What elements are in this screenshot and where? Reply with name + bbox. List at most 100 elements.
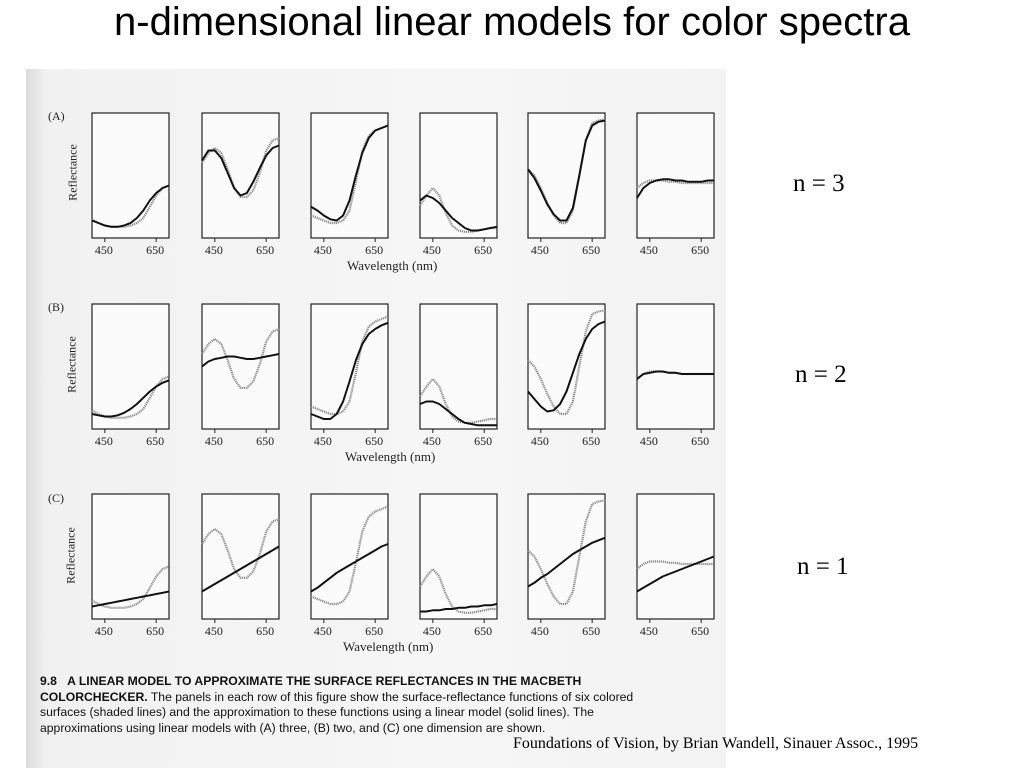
x-tick-label: 650 xyxy=(582,434,601,448)
figure-panels xyxy=(91,112,715,623)
linear-model-line xyxy=(91,590,170,608)
linear-model-line xyxy=(636,555,715,593)
panel-frame xyxy=(419,493,498,620)
linear-model-line xyxy=(91,379,170,418)
n-label-b: n = 2 xyxy=(795,361,847,388)
x-tick-label: 650 xyxy=(146,243,165,257)
measured-reflectance-line xyxy=(201,517,280,579)
panel-frame xyxy=(527,112,606,239)
linear-model-line xyxy=(201,545,280,593)
x-tick-label: 450 xyxy=(94,624,113,638)
panel-frame xyxy=(636,112,715,239)
panel-row3-col2 xyxy=(201,493,280,623)
linear-model-line xyxy=(527,536,606,588)
row-label-c: (C) xyxy=(48,491,64,505)
panel-frame xyxy=(201,493,280,620)
x-tick-label: 650 xyxy=(691,243,710,257)
figure-caption: 9.8 A LINEAR MODEL TO APPROXIMATE THE SU… xyxy=(40,674,640,736)
x-tick-label: 450 xyxy=(204,434,223,448)
n-label-a: n = 3 xyxy=(793,170,845,197)
panel-row1-col6 xyxy=(636,112,715,242)
panel-row1-col2 xyxy=(201,112,280,242)
caption-heading: A LINEAR MODEL TO APPROXIMATE THE SURFAC… xyxy=(40,674,582,704)
x-tick-label: 650 xyxy=(146,434,165,448)
x-tick-label: 450 xyxy=(639,624,658,638)
panel-frame xyxy=(91,493,170,620)
panel-row2-col1 xyxy=(91,303,170,433)
linear-model-line xyxy=(310,124,389,222)
x-tick-label: 450 xyxy=(313,434,332,448)
x-tick-label: 650 xyxy=(146,624,165,638)
x-tick-label: 650 xyxy=(365,624,384,638)
x-tick-label: 650 xyxy=(474,243,493,257)
x-tick-label: 650 xyxy=(365,434,384,448)
linear-model-line xyxy=(419,400,497,427)
panel-frame xyxy=(527,493,606,620)
panel-row2-col5 xyxy=(527,303,606,433)
measured-reflectance-line xyxy=(636,560,714,570)
measured-reflectance-line xyxy=(91,565,170,609)
x-tick-label: 450 xyxy=(422,624,441,638)
linear-model-line xyxy=(419,194,498,232)
panel-frame xyxy=(201,112,280,239)
panel-frame xyxy=(636,493,715,620)
panel-row1-col1 xyxy=(91,112,170,242)
x-axis-label-c: Wavelength (nm) xyxy=(343,639,434,654)
x-tick-label: 450 xyxy=(639,434,658,448)
x-tick-label: 650 xyxy=(256,243,275,257)
x-tick-label: 450 xyxy=(530,243,549,257)
linear-model-line xyxy=(636,178,714,199)
x-tick-label: 650 xyxy=(256,624,275,638)
linear-model-line xyxy=(310,321,389,420)
x-tick-label: 450 xyxy=(313,624,332,638)
panel-frame xyxy=(419,303,498,430)
panel-frame xyxy=(636,303,715,430)
x-tick-label: 650 xyxy=(256,434,275,448)
linear-model-line xyxy=(636,370,714,380)
caption-number: 9.8 xyxy=(40,674,57,688)
x-tick-label: 450 xyxy=(530,624,549,638)
linear-model-line xyxy=(91,184,170,228)
measured-reflectance-line xyxy=(636,179,714,189)
panel-frame xyxy=(201,303,280,430)
x-tick-label: 450 xyxy=(204,243,223,257)
linear-model-line xyxy=(420,603,498,613)
measured-reflectance-line xyxy=(527,309,606,416)
panel-frame xyxy=(310,493,389,620)
x-tick-label: 650 xyxy=(582,243,601,257)
x-tick-label: 450 xyxy=(94,243,113,257)
x-tick-label: 450 xyxy=(313,243,332,257)
panel-frame xyxy=(527,303,606,430)
panel-frame xyxy=(310,303,389,430)
x-tick-label: 450 xyxy=(94,434,113,448)
linear-model-line xyxy=(201,144,280,197)
linear-model-line xyxy=(310,543,389,593)
measured-reflectance-line xyxy=(201,136,280,198)
x-tick-label: 450 xyxy=(204,624,223,638)
x-tick-label: 650 xyxy=(365,243,384,257)
x-tick-label: 650 xyxy=(691,434,710,448)
panel-row3-col5 xyxy=(527,493,606,623)
panel-row2-col6 xyxy=(636,303,715,433)
x-axis-label-b: Wavelength (nm) xyxy=(345,449,436,464)
y-axis-label-b: Reflectance xyxy=(64,336,79,393)
x-tick-label: 650 xyxy=(474,434,493,448)
panel-row2-col4 xyxy=(419,303,498,433)
linear-model-line xyxy=(527,320,606,413)
panel-row3-col6 xyxy=(636,493,715,623)
linear-model-line xyxy=(201,353,280,368)
measured-reflectance-line xyxy=(419,567,497,614)
x-tick-label: 650 xyxy=(474,624,493,638)
panel-row1-col4 xyxy=(419,112,498,242)
x-tick-label: 450 xyxy=(639,243,658,257)
panel-row2-col2 xyxy=(201,303,280,433)
measured-reflectance-line xyxy=(527,499,606,606)
linear-model-line xyxy=(527,119,606,222)
measured-reflectance-line xyxy=(527,118,606,225)
x-tick-label: 650 xyxy=(691,624,710,638)
panel-row3-col1 xyxy=(91,493,170,623)
measured-reflectance-line xyxy=(419,377,497,424)
slide-title: n-dimensional linear models for color sp… xyxy=(114,0,910,44)
y-axis-label-c: Reflectance xyxy=(63,527,78,584)
figure-scan: (A) (B) (C) Reflectance Reflectance Refl… xyxy=(26,69,726,768)
